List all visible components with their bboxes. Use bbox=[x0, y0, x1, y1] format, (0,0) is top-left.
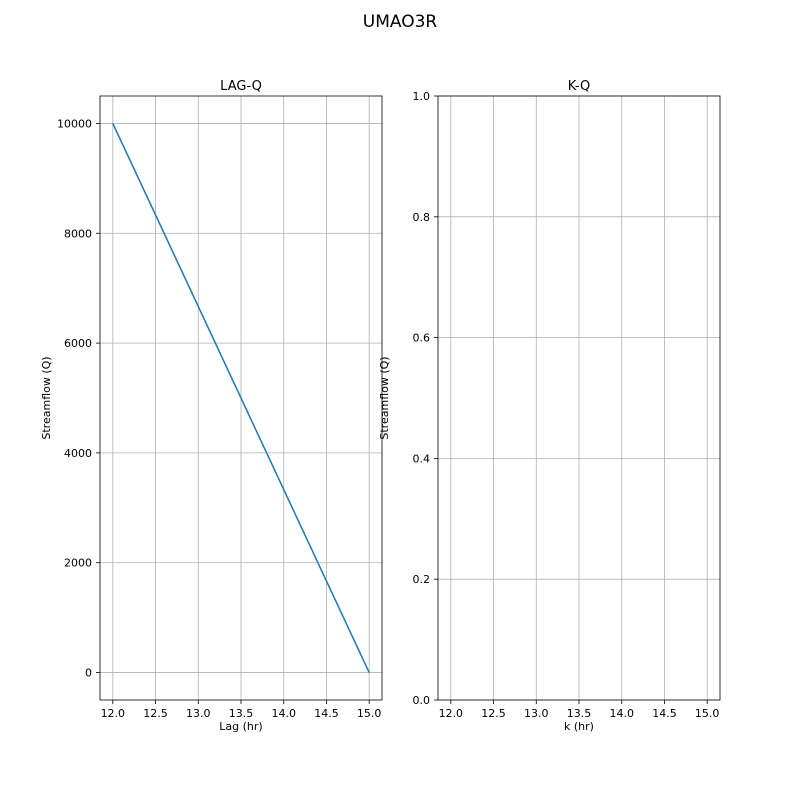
chart-panel-2: 12.0 12.5 13.0 13.5 14.0 14.5 15.0 0.0 0.2 0.4 0.6… bbox=[378, 79, 721, 733]
y-tick-label: 4000 bbox=[64, 447, 92, 460]
x-tick-label: 15.0 bbox=[695, 707, 720, 720]
x-tick-label: 12.5 bbox=[481, 707, 506, 720]
x-tick-label: 13.5 bbox=[229, 707, 254, 720]
x-tick-label: 13.0 bbox=[524, 707, 549, 720]
x-tick-label: 12.5 bbox=[143, 707, 168, 720]
panel-title: LAG-Q bbox=[220, 79, 262, 94]
x-tick-label: 13.0 bbox=[186, 707, 211, 720]
x-tick-label: 15.0 bbox=[357, 707, 382, 720]
x-tick-label: 14.5 bbox=[652, 707, 677, 720]
y-tick-label: 0.6 bbox=[413, 332, 431, 345]
y-tick-label: 6000 bbox=[64, 337, 92, 350]
x-tick-label: 14.0 bbox=[271, 707, 296, 720]
x-tick-label: 13.5 bbox=[567, 707, 592, 720]
y-tick-label: 8000 bbox=[64, 227, 92, 240]
figure-title: UMAO3R bbox=[362, 12, 438, 32]
y-axis-label: Streamflow (Q) bbox=[40, 356, 53, 439]
y-tick-label: 0.0 bbox=[413, 694, 431, 707]
y-axis-label: Streamflow (Q) bbox=[378, 356, 391, 439]
y-tick-label: 2000 bbox=[64, 557, 92, 570]
y-tick-label: 0 bbox=[85, 667, 92, 680]
y-tick-label: 0.8 bbox=[413, 211, 431, 224]
x-tick-label: 12.0 bbox=[101, 707, 126, 720]
panel-title: K-Q bbox=[568, 79, 591, 94]
chart-panel-1: 12.0 12.5 13.0 13.5 14.0 14.5 15.0 0 2000 4000 600… bbox=[40, 79, 383, 733]
y-tick-label: 0.4 bbox=[413, 452, 431, 465]
x-axis-label: k (hr) bbox=[564, 720, 594, 733]
x-tick-label: 14.0 bbox=[609, 707, 634, 720]
series-line-1 bbox=[112, 123, 370, 673]
y-tick-label: 10000 bbox=[57, 117, 92, 130]
y-tick-label: 0.2 bbox=[413, 573, 431, 586]
x-tick-label: 12.0 bbox=[439, 707, 464, 720]
y-tick-label: 1.0 bbox=[413, 90, 431, 103]
x-axis-label: Lag (hr) bbox=[219, 720, 262, 733]
x-tick-label: 14.5 bbox=[314, 707, 339, 720]
